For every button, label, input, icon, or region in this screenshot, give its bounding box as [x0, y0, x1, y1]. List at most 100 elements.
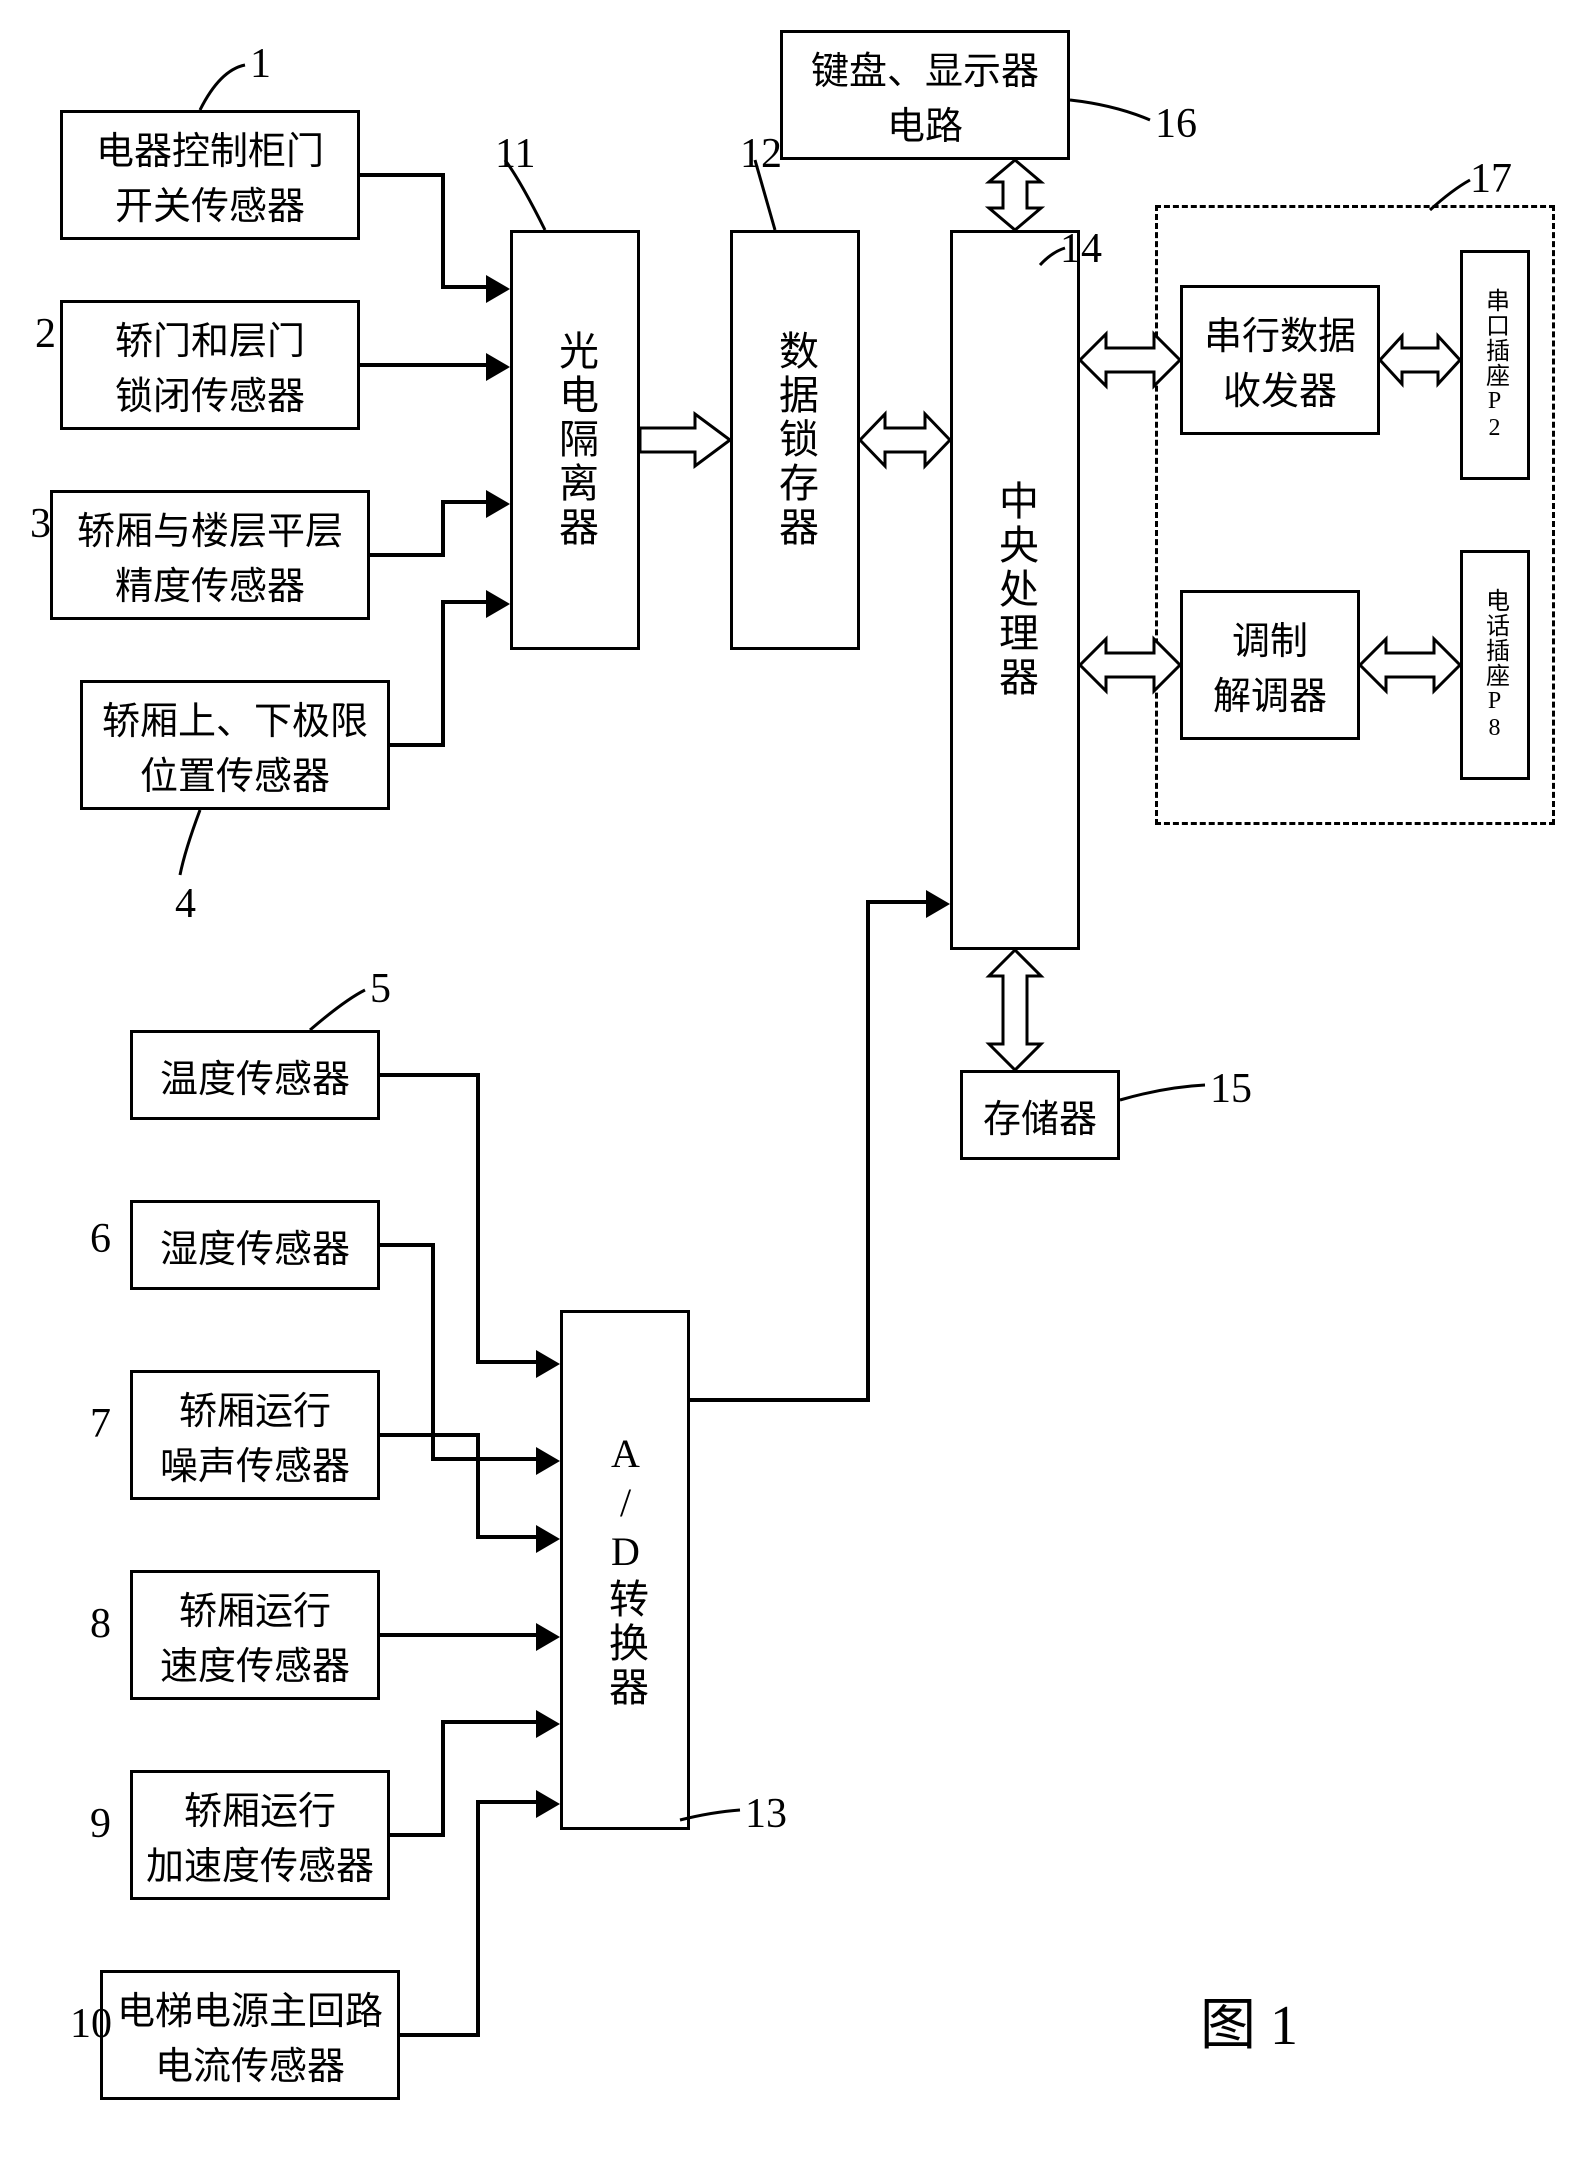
conn-s1-h	[360, 173, 445, 177]
arrow-cpu-serial	[1080, 330, 1180, 390]
arrow-cpu-modem	[1080, 635, 1180, 695]
sensor-10-text: 电梯电源主回路电流传感器	[117, 1980, 383, 2090]
conn-s1-arrow	[486, 275, 510, 303]
conn-adc-cpu-h1	[690, 1398, 870, 1402]
conn-s3-h2	[441, 500, 491, 504]
conn-s6-h	[380, 1243, 435, 1247]
conn-s3-v	[441, 500, 445, 557]
label-16: 16	[1155, 100, 1197, 148]
label-3: 3	[30, 500, 51, 548]
sensor-6-box: 湿度传感器	[130, 1200, 380, 1290]
sensor-9-box: 轿厢运行加速度传感器	[130, 1770, 390, 1900]
arrow-latch-cpu	[860, 410, 950, 470]
conn-s9-h	[390, 1833, 445, 1837]
label-2: 2	[35, 310, 56, 358]
conn-s7-v	[476, 1433, 480, 1538]
phone-socket-p8-box: 电话插座P8	[1460, 550, 1530, 780]
conn-s9-v	[441, 1720, 445, 1837]
memory-box: 存储器	[960, 1070, 1120, 1160]
arrow-opto-latch	[640, 410, 730, 475]
label-14: 14	[1060, 225, 1102, 273]
sensor-8-box: 轿厢运行速度传感器	[130, 1570, 380, 1700]
conn-s7-h2	[476, 1535, 541, 1539]
sensor-5-text: 温度传感器	[160, 1048, 350, 1103]
arrow-modem-p8	[1360, 635, 1460, 695]
conn-s8-h	[380, 1633, 540, 1637]
label-6: 6	[90, 1215, 111, 1263]
label-9: 9	[90, 1800, 111, 1848]
label-13: 13	[745, 1790, 787, 1838]
sensor-10-box: 电梯电源主回路电流传感器	[100, 1970, 400, 2100]
label-10: 10	[70, 2000, 112, 2048]
conn-s8-arrow	[536, 1623, 560, 1651]
figure-label: 图 1	[1200, 1980, 1298, 2061]
conn-s3-arrow	[486, 490, 510, 518]
sensor-2-box: 轿门和层门锁闭传感器	[60, 300, 360, 430]
sensor-1-text: 电器控制柜门开关传感器	[96, 120, 324, 230]
p2-text: 串口插座P2	[1478, 288, 1513, 442]
conn-s9-arrow	[536, 1710, 560, 1738]
p8-text: 电话插座P8	[1478, 588, 1513, 742]
conn-s1-h2	[441, 285, 491, 289]
conn-s7-h	[380, 1433, 480, 1437]
conn-s9-h2	[441, 1720, 541, 1724]
cpu-box: 中央处理器	[950, 230, 1080, 950]
conn-s6-arrow	[536, 1447, 560, 1475]
adc-box: A/D转换器	[560, 1310, 690, 1830]
sensor-8-text: 轿厢运行速度传感器	[160, 1580, 350, 1690]
modem-box: 调制解调器	[1180, 590, 1360, 740]
sensor-4-box: 轿厢上、下极限位置传感器	[80, 680, 390, 810]
serial-text: 串行数据收发器	[1204, 305, 1356, 415]
sensor-3-box: 轿厢与楼层平层精度传感器	[50, 490, 370, 620]
label-7: 7	[90, 1400, 111, 1448]
conn-s1-v	[441, 173, 445, 288]
conn-s10-h	[400, 2033, 480, 2037]
conn-s5-h2	[476, 1360, 541, 1364]
label-4: 4	[175, 880, 196, 928]
conn-s2-h	[360, 363, 490, 367]
label-11: 11	[495, 130, 535, 178]
label-1: 1	[250, 40, 271, 88]
conn-s5-arrow	[536, 1350, 560, 1378]
arrow-cpu-kbd	[985, 160, 1045, 235]
opto-text: 光电隔离器	[546, 330, 604, 550]
latch-text: 数据锁存器	[766, 330, 824, 550]
conn-s2-arrow	[486, 353, 510, 381]
serial-transceiver-box: 串行数据收发器	[1180, 285, 1380, 435]
conn-s4-h	[390, 743, 445, 747]
data-latch-box: 数据锁存器	[730, 230, 860, 650]
opto-isolator-box: 光电隔离器	[510, 230, 640, 650]
conn-s6-v	[431, 1243, 435, 1460]
memory-text: 存储器	[983, 1088, 1097, 1143]
sensor-5-box: 温度传感器	[130, 1030, 380, 1120]
arrow-serial-p2	[1380, 330, 1460, 390]
sensor-1-box: 电器控制柜门开关传感器	[60, 110, 360, 240]
sensor-2-text: 轿门和层门锁闭传感器	[115, 310, 305, 420]
arrow-cpu-memory	[985, 950, 1045, 1075]
label-5: 5	[370, 965, 391, 1013]
conn-s10-h2	[476, 1800, 541, 1804]
sensor-3-text: 轿厢与楼层平层精度传感器	[77, 500, 343, 610]
conn-s4-arrow	[486, 590, 510, 618]
adc-text: A/D转换器	[596, 1431, 654, 1710]
conn-s5-h	[380, 1073, 480, 1077]
label-17: 17	[1470, 155, 1512, 203]
sensor-7-text: 轿厢运行噪声传感器	[160, 1380, 350, 1490]
kbd-text: 键盘、显示器电路	[811, 40, 1039, 150]
label-12: 12	[740, 130, 782, 178]
label-15: 15	[1210, 1065, 1252, 1113]
conn-adc-cpu-h2	[866, 900, 931, 904]
conn-s3-h	[370, 553, 445, 557]
sensor-9-text: 轿厢运行加速度传感器	[146, 1780, 374, 1890]
conn-s4-h2	[441, 600, 491, 604]
conn-adc-cpu-arrow	[926, 890, 950, 918]
conn-s7-arrow	[536, 1525, 560, 1553]
conn-adc-cpu-v	[866, 900, 870, 1402]
sensor-7-box: 轿厢运行噪声传感器	[130, 1370, 380, 1500]
modem-text: 调制解调器	[1213, 610, 1327, 720]
conn-s4-v	[441, 600, 445, 747]
sensor-6-text: 湿度传感器	[160, 1218, 350, 1273]
conn-s10-v	[476, 1800, 480, 2037]
conn-s10-arrow	[536, 1790, 560, 1818]
conn-s6-h2	[431, 1457, 541, 1461]
